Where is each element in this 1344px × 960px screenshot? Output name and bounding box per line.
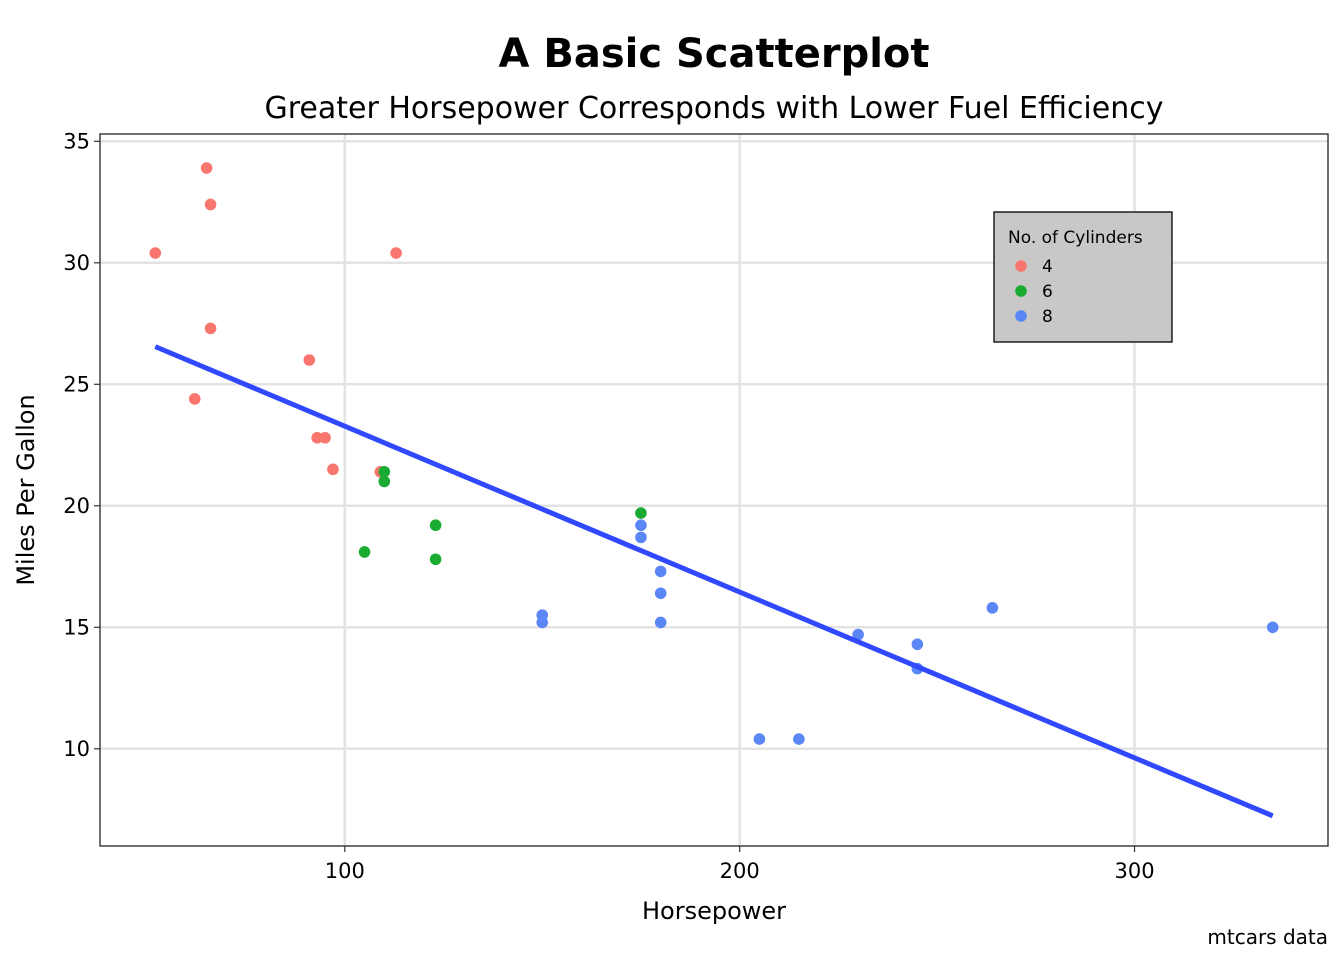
x-axis-title: Horsepower [642,897,786,925]
data-point-cyl-4 [204,322,217,335]
data-point-cyl-4 [303,354,316,366]
data-point-cyl-6 [378,465,391,478]
data-point-cyl-6 [635,507,647,519]
data-point-cyl-4 [188,393,201,405]
panel-border [99,133,1329,847]
data-point-cyl-8 [635,519,647,532]
legend-key-cyl-6 [1015,285,1027,297]
y-axis-ticks: 10 15 20 25 30 35 [63,129,100,761]
trend-line [154,344,1274,819]
data-point-cyl-6 [429,519,442,532]
legend-label-cyl-8: 8 [1042,307,1053,327]
legend-label-cyl-4: 4 [1042,257,1053,277]
x-tick-label: 200 [720,859,760,883]
x-axis-ticks: 100 200 300 [325,846,1155,883]
data-point-cyl-4 [204,198,217,211]
data-point-cyl-8 [635,531,647,544]
legend: No. of Cylinders 4 6 8 [993,211,1173,343]
legend-key-cyl-4 [1015,260,1027,272]
trend-line-layer [154,344,1274,819]
data-point-cyl-8 [654,565,667,578]
data-point-cyl-4 [149,247,162,259]
data-point-cyl-8 [793,733,805,745]
data-point-cyl-8 [753,733,766,745]
data-point-cyl-8 [911,638,924,651]
data-point-cyl-6 [358,546,371,558]
y-tick-label: 30 [63,251,90,275]
data-points [149,162,1279,745]
data-point-cyl-8 [1266,621,1279,634]
data-point-cyl-8 [536,616,549,629]
x-tick-label: 100 [325,859,365,883]
x-tick-label: 300 [1114,859,1154,883]
y-tick-label: 15 [63,615,90,639]
data-point-cyl-4 [327,463,339,476]
y-tick-label: 25 [63,372,90,396]
data-point-cyl-6 [378,475,391,488]
chart-caption: mtcars data [1207,925,1328,949]
chart-title: A Basic Scatterplot [498,31,929,77]
y-tick-label: 10 [63,737,90,761]
data-point-cyl-8 [986,602,999,614]
data-point-cyl-4 [390,247,402,259]
y-tick-label: 35 [63,129,90,153]
legend-key-cyl-8 [1015,310,1027,322]
chart-subtitle: Greater Horsepower Corresponds with Lowe… [265,91,1164,126]
legend-label-cyl-6: 6 [1042,282,1053,302]
y-tick-label: 20 [63,494,90,518]
data-point-cyl-4 [319,431,331,444]
data-point-cyl-8 [852,628,864,641]
data-point-cyl-6 [429,553,442,566]
legend-title: No. of Cylinders [1008,228,1143,248]
data-point-cyl-8 [654,616,667,629]
data-point-cyl-4 [200,162,213,174]
y-axis-title: Miles Per Gallon [12,394,40,585]
legend-items: 4 6 8 [1015,257,1053,327]
data-point-cyl-8 [654,587,667,600]
